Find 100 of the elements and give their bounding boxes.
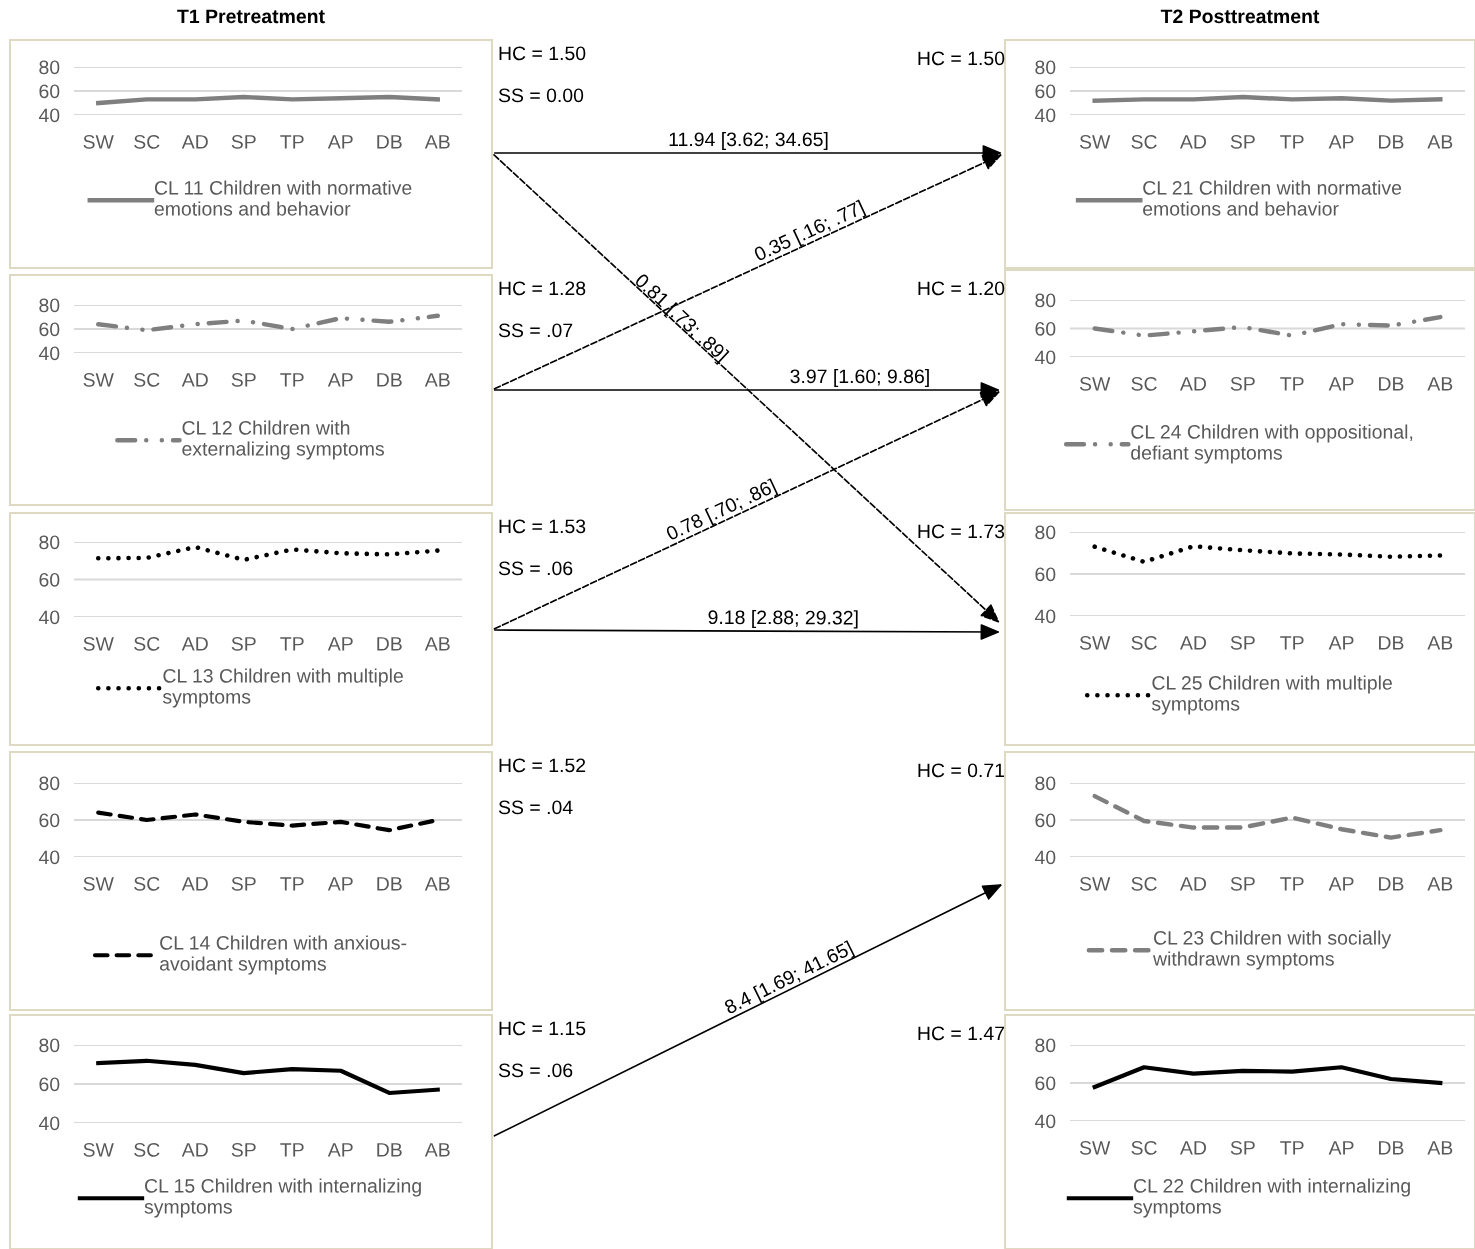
legend-label: CL 15 Children with internalizing symptoms (144, 1178, 421, 1218)
text: 9.18 [2.88; 29.32] (708, 609, 858, 629)
x-tick-label: SC (1131, 1140, 1157, 1155)
x-tick-label: DB (1379, 135, 1404, 149)
text: 0.78 [.70; .86] (664, 478, 779, 545)
text: SS = .04 (498, 800, 573, 815)
x-tick-label: AP (327, 135, 353, 149)
y-tick-label: 40 (38, 850, 60, 865)
x-tick-label: SC (1131, 376, 1157, 391)
y-tick-label: 80 (39, 1038, 60, 1053)
y-tick-label: 40 (38, 346, 60, 361)
x-tick-label: SW (1079, 635, 1111, 650)
x-tick-label: SC (134, 876, 160, 891)
y-tick-label: 40 (38, 108, 60, 123)
y-tick-label: 60 (39, 322, 60, 337)
legend-label: CL 14 Children with anxious- avoidant symptoms (159, 935, 407, 975)
y-tick-label: 40 (1034, 108, 1056, 123)
x-tick-label: AD (181, 135, 208, 149)
x-tick-label: AB (424, 135, 450, 149)
legend-label: CL 13 Children with multiple symptoms (162, 668, 403, 708)
x-tick-label: SW (1079, 134, 1111, 149)
x-tick-label: TP (280, 135, 304, 149)
x-tick-label: DB (1379, 636, 1404, 650)
x-tick-label: TP (1280, 636, 1304, 650)
y-tick-label: 80 (1035, 1038, 1056, 1053)
x-tick-label: AB (424, 637, 450, 651)
text: 0.35 [.16; .77] (752, 199, 867, 266)
x-tick-label: TP (1280, 377, 1304, 391)
chart-title: T1 Pretreatment (177, 9, 325, 24)
y-tick-label: 80 (1035, 776, 1056, 791)
x-tick-label: SW (1079, 376, 1111, 391)
y-tick-label: 80 (1035, 293, 1056, 308)
x-tick-label: SC (1131, 134, 1157, 149)
line-series (96, 1058, 440, 1096)
x-tick-label: DB (377, 373, 402, 387)
x-tick-label: AD (1179, 377, 1207, 391)
x-tick-label: SP (1230, 1140, 1255, 1155)
y-tick-label: 40 (1034, 609, 1056, 624)
x-tick-label: AB (1427, 877, 1453, 891)
x-tick-label: SP (1230, 376, 1255, 391)
x-tick-label: SW (83, 876, 114, 891)
x-tick-label: SW (83, 636, 114, 651)
x-tick-label: TP (280, 1143, 304, 1157)
x-tick-label: SC (134, 372, 160, 387)
y-tick-label: 40 (1034, 350, 1056, 365)
line-series (95, 544, 441, 563)
x-tick-label: AD (181, 877, 208, 891)
x-tick-label: SC (134, 1142, 160, 1157)
text: HC = 1.50 (499, 46, 586, 61)
legend-label: CL 12 Children with externalizing symptoms (182, 420, 384, 460)
line-series (1092, 1065, 1443, 1090)
y-tick-label: 60 (1035, 84, 1056, 99)
y-tick-label: 60 (1035, 321, 1056, 336)
legend-label: CL 23 Children with socially withdrawn symptoms (1153, 930, 1392, 970)
text: HC = 1.73 (918, 524, 1005, 539)
text: 3.97 [1.60; 9.86] (790, 368, 929, 388)
text: HC = 0.71 (918, 763, 1005, 778)
text: HC = 1.52 (499, 758, 586, 773)
y-tick-label: 80 (39, 298, 60, 313)
text: HC = 1.53 (499, 519, 586, 534)
line-series (1092, 314, 1443, 338)
x-tick-label: AP (1328, 636, 1354, 650)
y-tick-label: 80 (1035, 60, 1056, 75)
x-tick-label: DB (1379, 377, 1404, 391)
text: HC = 1.20 (918, 281, 1005, 296)
x-tick-label: SC (134, 636, 160, 651)
x-tick-label: AB (424, 373, 450, 387)
x-tick-label: TP (280, 637, 304, 651)
x-tick-label: SP (1230, 876, 1255, 891)
x-tick-label: DB (377, 135, 402, 149)
legend-label: CL 22 Children with internalizing symptoms (1133, 1178, 1410, 1218)
x-tick-label: AP (327, 373, 353, 387)
y-tick-label: 40 (1034, 1114, 1056, 1129)
y-tick-label: 80 (1035, 525, 1056, 540)
x-tick-label: AD (181, 1143, 208, 1157)
x-tick-label: AD (181, 637, 208, 651)
y-tick-label: 40 (1034, 850, 1056, 865)
x-tick-label: AB (1427, 636, 1453, 650)
x-tick-label: SC (1131, 876, 1157, 891)
x-tick-label: AP (327, 877, 353, 891)
y-tick-label: 80 (39, 60, 60, 75)
x-tick-label: TP (280, 877, 304, 891)
x-tick-label: AB (424, 1143, 450, 1157)
x-tick-label: AD (1179, 1141, 1207, 1155)
line-series (96, 313, 440, 333)
x-tick-label: DB (1379, 877, 1404, 891)
x-tick-label: SP (1230, 635, 1255, 650)
y-tick-label: 60 (39, 813, 60, 828)
x-tick-label: AP (1328, 1141, 1354, 1155)
x-tick-label: TP (1280, 1141, 1304, 1155)
x-tick-label: AB (1427, 135, 1453, 149)
x-tick-label: SC (134, 134, 160, 149)
legend-label: CL 21 Children with normative emotions and behavior (1143, 180, 1402, 216)
x-tick-label: AB (1427, 377, 1453, 391)
text: 8.4 [1.69; 41.65] (723, 940, 856, 1018)
x-tick-label: SW (83, 1142, 114, 1157)
x-tick-label: SC (1131, 635, 1157, 650)
x-tick-label: AP (1328, 135, 1354, 149)
x-tick-label: DB (377, 637, 402, 651)
x-tick-label: DB (377, 877, 402, 891)
